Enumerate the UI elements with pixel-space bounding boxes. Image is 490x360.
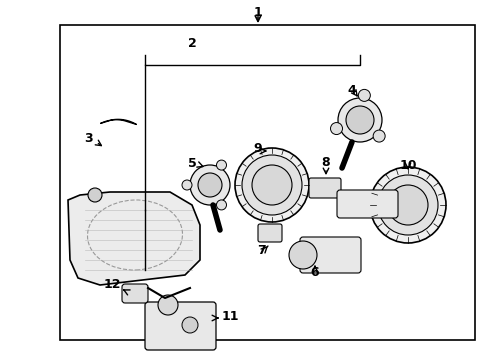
Circle shape bbox=[198, 173, 222, 197]
Text: 12: 12 bbox=[103, 279, 121, 292]
Text: 5: 5 bbox=[188, 157, 196, 170]
Circle shape bbox=[373, 130, 385, 142]
Text: 8: 8 bbox=[322, 156, 330, 168]
Circle shape bbox=[242, 155, 302, 215]
Polygon shape bbox=[68, 192, 200, 285]
FancyBboxPatch shape bbox=[300, 237, 361, 273]
Circle shape bbox=[358, 89, 370, 102]
Circle shape bbox=[338, 98, 382, 142]
Text: 7: 7 bbox=[258, 243, 267, 256]
Circle shape bbox=[158, 295, 178, 315]
Text: 1: 1 bbox=[254, 5, 262, 18]
Circle shape bbox=[88, 188, 102, 202]
Circle shape bbox=[370, 167, 446, 243]
FancyBboxPatch shape bbox=[122, 284, 148, 303]
FancyBboxPatch shape bbox=[337, 190, 398, 218]
Circle shape bbox=[182, 180, 192, 190]
Circle shape bbox=[217, 160, 226, 170]
Text: 9: 9 bbox=[254, 141, 262, 154]
Text: 2: 2 bbox=[188, 36, 196, 50]
Circle shape bbox=[217, 200, 226, 210]
Bar bbox=[60, 25, 475, 340]
Text: 6: 6 bbox=[311, 266, 319, 279]
Circle shape bbox=[331, 122, 343, 135]
Text: 4: 4 bbox=[347, 84, 356, 96]
Circle shape bbox=[182, 317, 198, 333]
Circle shape bbox=[252, 165, 292, 205]
Circle shape bbox=[388, 185, 428, 225]
Text: 10: 10 bbox=[399, 158, 417, 171]
Circle shape bbox=[346, 106, 374, 134]
Polygon shape bbox=[100, 119, 137, 125]
Circle shape bbox=[190, 165, 230, 205]
Circle shape bbox=[378, 175, 438, 235]
Text: 11: 11 bbox=[221, 310, 239, 323]
Circle shape bbox=[289, 241, 317, 269]
Text: 3: 3 bbox=[84, 131, 92, 144]
FancyBboxPatch shape bbox=[258, 224, 282, 242]
FancyBboxPatch shape bbox=[309, 178, 341, 198]
FancyBboxPatch shape bbox=[145, 302, 216, 350]
Circle shape bbox=[235, 148, 309, 222]
